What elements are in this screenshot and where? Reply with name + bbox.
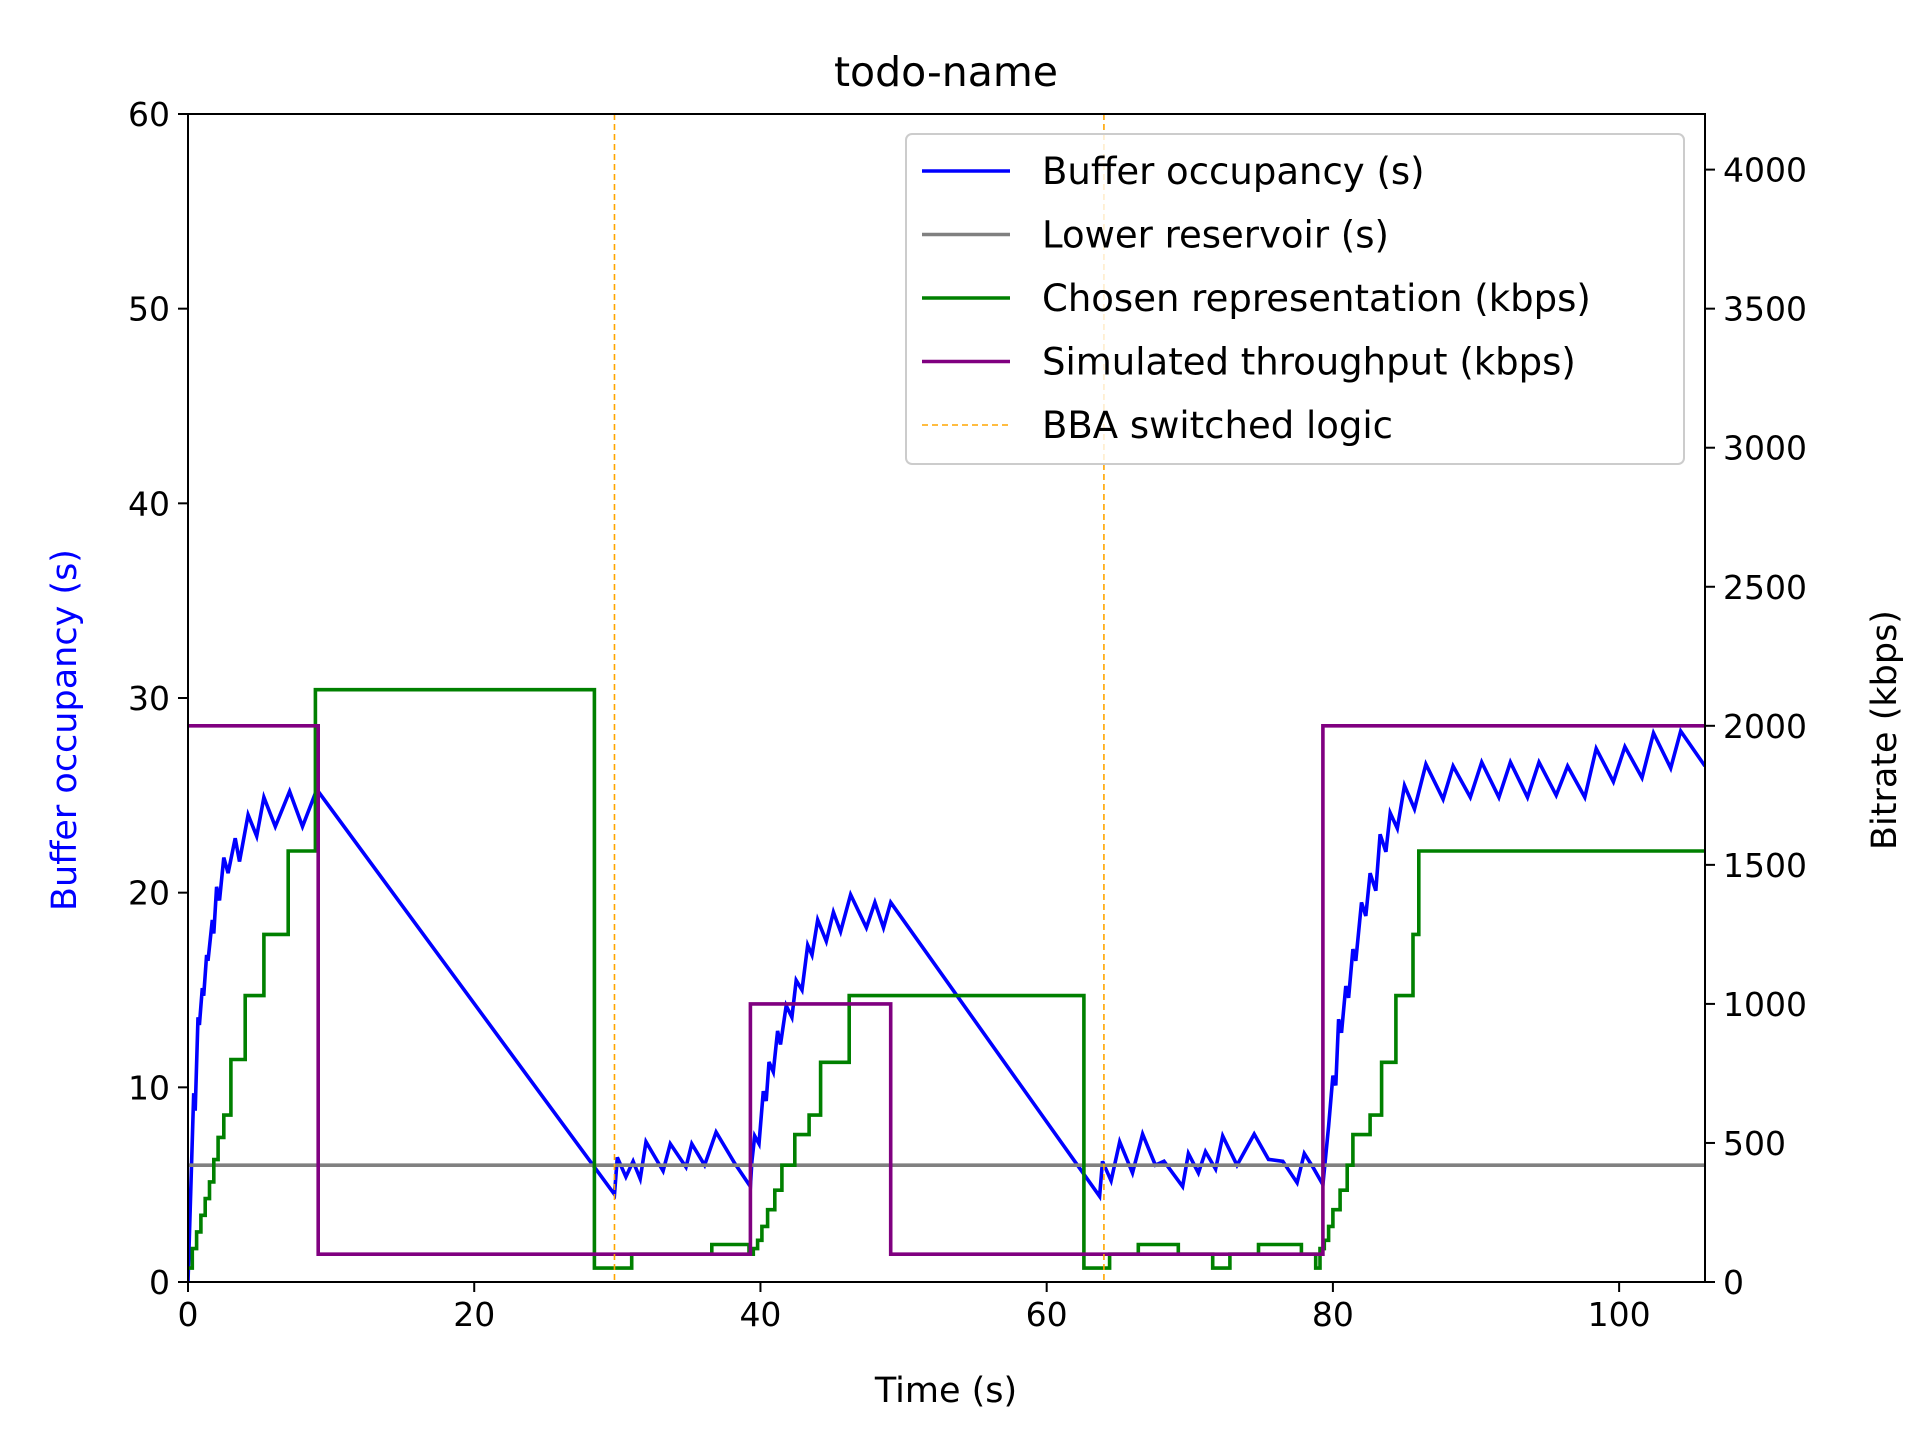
y-left-tick-label: 10 — [128, 1068, 170, 1107]
buffer-occupancy-line — [188, 726, 1705, 1282]
y-left-tick-label: 60 — [128, 95, 170, 134]
y-left-tick-label: 0 — [149, 1263, 170, 1302]
legend-label: Simulated throughput (kbps) — [1042, 341, 1576, 384]
plot-area — [188, 114, 1705, 1282]
y-right-tick-label: 2000 — [1723, 707, 1807, 746]
x-tick-label: 20 — [453, 1295, 495, 1334]
y-right-tick-label: 1500 — [1723, 846, 1807, 885]
y-right-tick-label: 3000 — [1723, 429, 1807, 468]
y-axis-left-label: Buffer occupancy (s) — [45, 549, 85, 911]
chart-title: todo-name — [834, 48, 1058, 96]
y-left-tick-label: 20 — [128, 874, 170, 913]
chosen-representation-line — [188, 687, 1705, 1270]
x-axis-label: Time (s) — [874, 1371, 1017, 1411]
x-tick-label: 60 — [1026, 1295, 1068, 1334]
y-left-tick-label: 40 — [128, 484, 170, 523]
x-tick-label: 100 — [1588, 1295, 1651, 1334]
y-right-tick-label: 0 — [1723, 1263, 1744, 1302]
y-right-tick-label: 500 — [1723, 1124, 1786, 1163]
x-tick-label: 0 — [178, 1295, 199, 1334]
y-left-tick-label: 50 — [128, 290, 170, 329]
y-axis-right-label: Bitrate (kbps) — [1865, 610, 1905, 850]
legend-box — [905, 133, 1685, 465]
x-tick-label: 40 — [739, 1295, 781, 1334]
x-tick-label: 80 — [1312, 1295, 1354, 1334]
simulated-throughput-line — [188, 724, 1705, 1256]
legend-label: BBA switched logic — [1042, 404, 1393, 447]
legend-label: Buffer occupancy (s) — [1042, 150, 1425, 193]
axes: 0 20 40 60 80 1000102030405060050010001500200… — [128, 95, 1807, 1334]
legend: Buffer occupancy (s) Lower reservoir (s) C… — [905, 133, 1685, 465]
y-right-tick-label: 2500 — [1723, 568, 1807, 607]
y-right-tick-label: 1000 — [1723, 985, 1807, 1024]
legend-label: Lower reservoir (s) — [1042, 214, 1389, 257]
y-left-tick-label: 30 — [128, 679, 170, 718]
y-right-tick-label: 3500 — [1723, 290, 1807, 329]
y-right-tick-label: 4000 — [1723, 151, 1807, 190]
legend-label: Chosen representation (kbps) — [1042, 277, 1591, 320]
